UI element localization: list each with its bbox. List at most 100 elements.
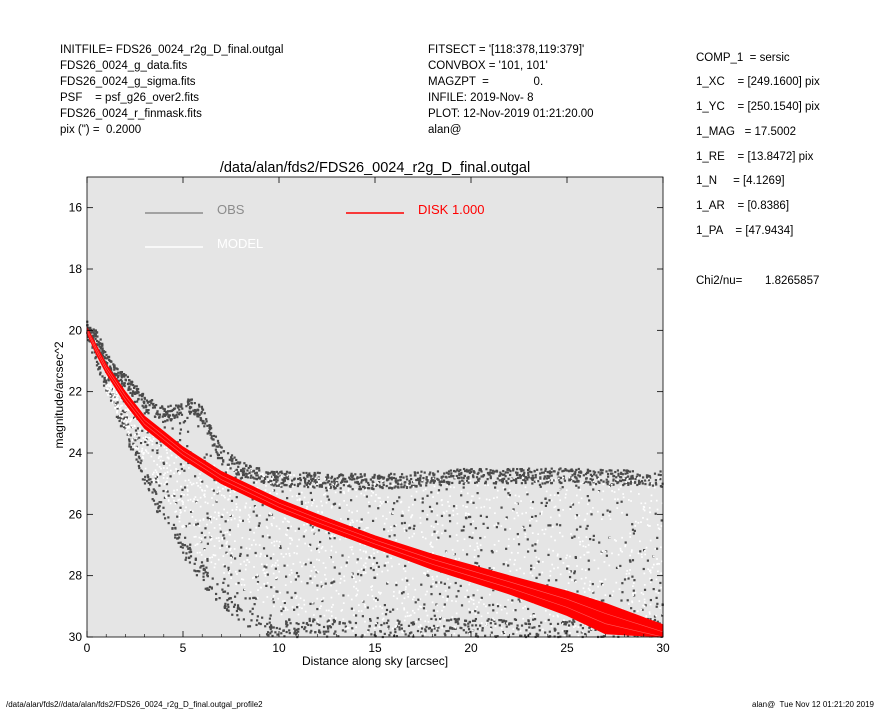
obs-point xyxy=(255,597,258,600)
obs-point xyxy=(485,468,488,471)
model-point xyxy=(455,612,458,615)
model-point xyxy=(619,547,622,550)
model-point xyxy=(507,598,510,601)
model-point xyxy=(203,534,206,537)
model-point xyxy=(617,498,619,501)
obs-point xyxy=(228,458,231,461)
model-point xyxy=(259,586,262,589)
model-point xyxy=(402,512,405,515)
model-point xyxy=(557,566,559,569)
model-point xyxy=(174,510,177,513)
obs-point xyxy=(350,472,353,475)
obs-point xyxy=(97,362,100,365)
obs-point xyxy=(256,580,260,584)
obs-point xyxy=(367,481,370,485)
model-point xyxy=(589,584,591,587)
obs-point xyxy=(336,481,339,484)
model-point xyxy=(165,496,168,499)
obs-point xyxy=(417,618,421,621)
obs-point xyxy=(430,585,433,588)
model-point xyxy=(116,394,119,397)
obs-point xyxy=(89,326,92,329)
obs-point xyxy=(173,416,176,419)
model-point xyxy=(525,491,528,494)
model-point xyxy=(133,434,136,437)
model-point xyxy=(355,561,358,564)
obs-point xyxy=(637,479,641,482)
model-point xyxy=(284,533,287,536)
model-point xyxy=(396,597,399,600)
obs-point xyxy=(612,635,615,638)
obs-point xyxy=(536,468,539,471)
obs-point xyxy=(625,469,629,472)
obs-point xyxy=(222,590,225,594)
x-tick-label: 20 xyxy=(464,641,478,655)
model-point xyxy=(323,494,325,496)
obs-point xyxy=(113,395,117,399)
obs-point xyxy=(155,492,158,495)
obs-point xyxy=(405,475,408,478)
obs-point xyxy=(261,535,264,538)
model-point xyxy=(448,505,451,507)
obs-point xyxy=(316,547,319,550)
model-point xyxy=(136,447,139,450)
model-point xyxy=(166,456,169,459)
obs-point xyxy=(263,480,266,483)
obs-point xyxy=(252,469,256,472)
model-point xyxy=(346,559,349,562)
model-point xyxy=(553,494,556,497)
obs-point xyxy=(122,425,125,429)
model-point xyxy=(248,516,251,518)
obs-point xyxy=(110,360,113,363)
model-point xyxy=(539,479,542,482)
obs-point xyxy=(416,629,420,633)
obs-point xyxy=(446,482,449,486)
model-point xyxy=(657,527,660,530)
obs-point xyxy=(179,545,182,548)
obs-point xyxy=(617,472,620,475)
obs-point xyxy=(159,473,162,476)
model-point xyxy=(205,484,208,487)
model-point xyxy=(626,570,629,572)
obs-point xyxy=(602,599,605,602)
obs-point xyxy=(531,474,534,477)
obs-point xyxy=(179,463,182,466)
model-point xyxy=(347,488,350,490)
obs-point xyxy=(659,473,662,477)
obs-point xyxy=(283,601,286,605)
model-point xyxy=(166,467,168,470)
obs-point xyxy=(524,622,527,625)
obs-point xyxy=(104,361,107,364)
obs-point xyxy=(517,628,520,631)
obs-point xyxy=(369,619,372,622)
obs-point xyxy=(598,481,601,484)
model-point xyxy=(406,615,409,617)
model-point xyxy=(179,512,182,514)
obs-point xyxy=(105,353,108,357)
obs-point xyxy=(179,428,183,431)
header-mid-line: MAGZPT = 0. xyxy=(428,76,544,88)
obs-point xyxy=(225,551,228,554)
obs-point xyxy=(564,469,567,472)
model-point xyxy=(524,486,527,489)
model-point xyxy=(559,499,562,502)
obs-point xyxy=(474,561,477,565)
model-point xyxy=(313,566,315,568)
model-point xyxy=(176,480,179,483)
obs-point xyxy=(162,506,165,509)
obs-point xyxy=(101,343,104,347)
model-point xyxy=(419,499,422,502)
obs-point xyxy=(295,571,299,575)
model-point xyxy=(280,613,283,616)
y-tick-label: 26 xyxy=(69,507,83,521)
model-point xyxy=(245,564,247,566)
model-point xyxy=(650,494,653,497)
obs-point xyxy=(356,573,360,576)
obs-point xyxy=(571,623,575,626)
obs-point xyxy=(413,524,416,527)
model-point xyxy=(272,517,275,519)
model-point xyxy=(245,502,248,505)
obs-point xyxy=(408,527,411,530)
obs-point xyxy=(567,624,571,627)
obs-point xyxy=(272,484,275,487)
